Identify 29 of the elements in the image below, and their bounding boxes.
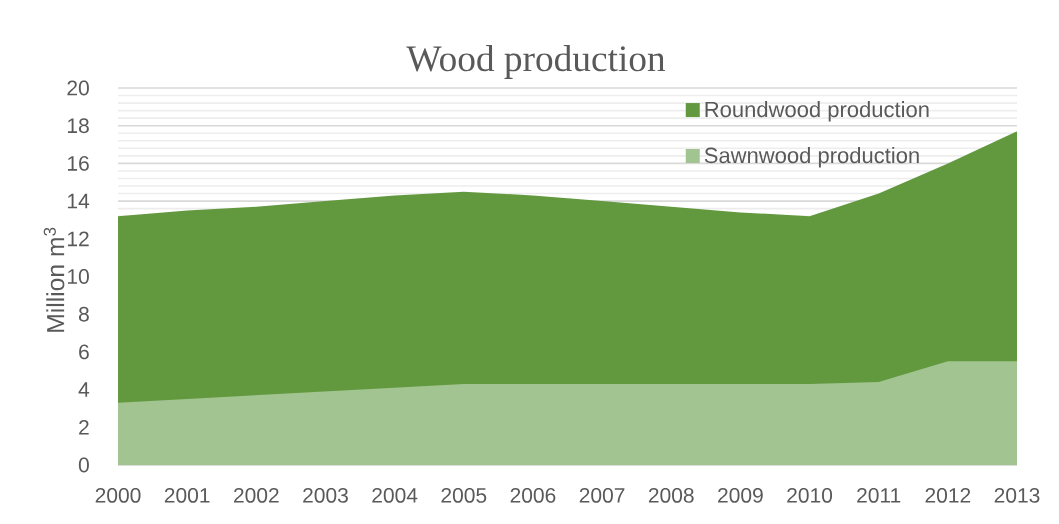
x-tick-label: 2005 [441,487,487,503]
y-axis-title: Million m$^{3}$ [43,227,65,332]
x-tick-label: 2007 [579,487,625,503]
x-tick-label: 2013 [994,487,1040,503]
y-tick-label: 16 [67,155,89,171]
legend-label: Sawnwood production [704,147,919,168]
chart-title: Wood production [406,45,666,79]
x-tick-label: 2009 [718,487,763,503]
y-tick-label: 20 [67,80,89,96]
y-tick-label: 10 [67,269,89,284]
x-tick-label: 2003 [303,487,348,503]
x-tick-label: 2012 [925,487,971,503]
x-tick-label: 2004 [372,487,418,503]
x-tick-label: 2008 [648,487,694,503]
y-tick-label: 18 [67,118,89,134]
y-tick-label: 6 [79,344,89,360]
x-tick-label: 2011 [857,487,901,503]
x-tick-label: 2010 [787,487,833,503]
x-tick-label: 2001 [164,487,210,503]
y-tick-label: 0 [78,457,89,473]
y-tick-label: 8 [78,306,89,322]
legend-label: Roundwood production [705,101,929,122]
y-tick-label: 2 [79,419,89,435]
x-tick-label: 2006 [510,487,556,503]
x-tick-label: 2002 [234,487,279,503]
x-tick-label: 2000 [95,487,141,503]
y-tick-label: 14 [67,193,90,209]
y-tick-label: 4 [78,382,90,397]
y-tick-label: 12 [67,231,89,247]
